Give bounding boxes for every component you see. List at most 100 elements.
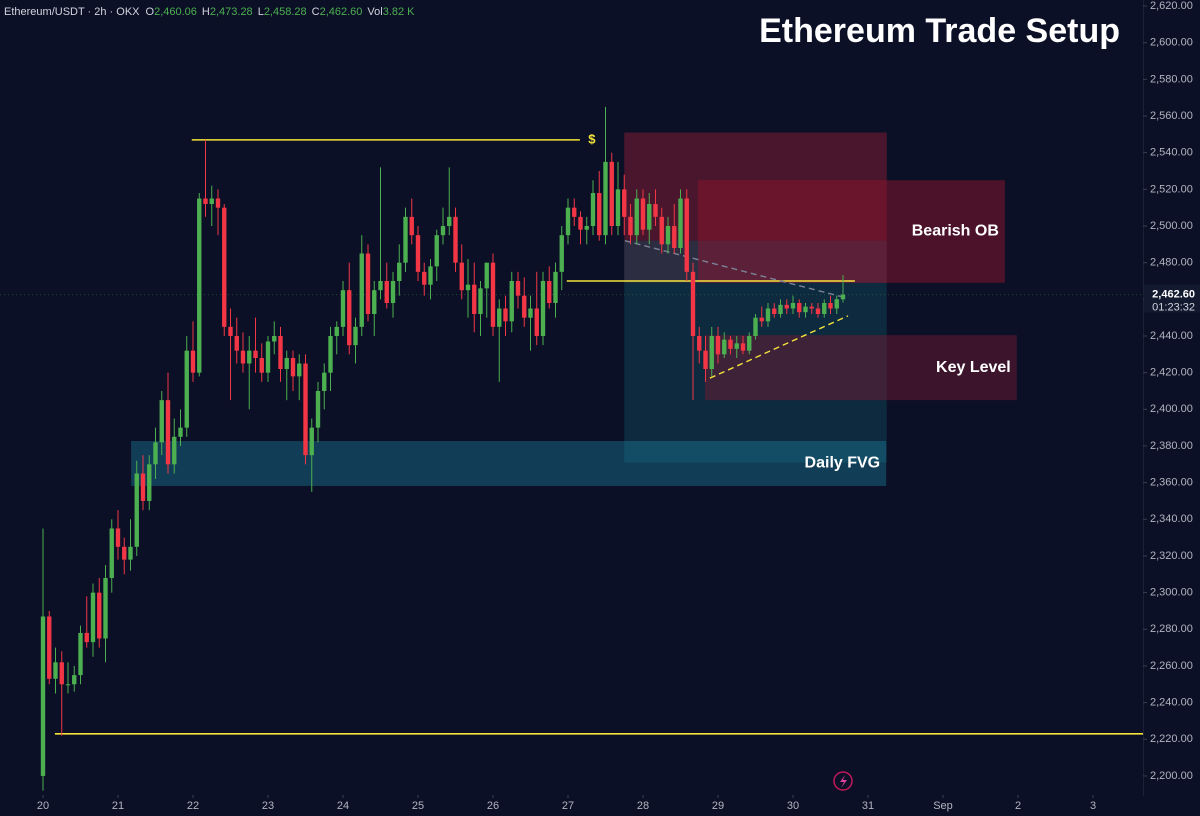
candle-body: [415, 235, 421, 272]
candle-body: [697, 336, 702, 351]
zone: [131, 441, 887, 486]
candle-body: [622, 189, 627, 217]
candle-body: [378, 281, 383, 291]
candle-body: [709, 336, 714, 369]
y-tick-label: 2,420.00: [1150, 367, 1193, 379]
candle-body: [184, 350, 189, 428]
y-tick-label: 2,560.00: [1150, 110, 1193, 122]
zone-label: Daily FVG: [805, 455, 881, 472]
trendline: [709, 315, 849, 379]
candle-body: [528, 308, 533, 318]
candle-body: [409, 216, 414, 236]
candle-body: [703, 350, 708, 369]
x-tick-label: Sep: [933, 800, 953, 812]
legend-value: 2,458.28: [264, 6, 307, 18]
legend-value: 3.82 K: [383, 6, 415, 18]
candle-body: [153, 442, 158, 465]
candle-body: [490, 262, 496, 327]
y-tick-label: 2,320.00: [1150, 550, 1193, 562]
candle-body: [797, 303, 802, 313]
x-tick-label: 25: [412, 800, 424, 812]
candle-body: [297, 363, 302, 377]
y-tick-label: 2,440.00: [1150, 330, 1193, 342]
y-tick-label: 2,240.00: [1150, 697, 1193, 709]
candle-body: [459, 262, 464, 291]
legend-value: 2,460.06: [154, 6, 197, 18]
candle-body: [397, 262, 402, 282]
candle-body: [384, 281, 389, 304]
candle-body: [503, 308, 508, 322]
candle-body: [328, 336, 333, 373]
candle-body: [228, 326, 233, 337]
candle-body: [140, 473, 146, 501]
candle-body: [722, 339, 727, 355]
candle-body: [828, 303, 833, 309]
candle-body: [390, 281, 396, 304]
candle-body: [453, 216, 458, 263]
candle-body: [265, 341, 271, 373]
legend-value: 2,473.28: [210, 6, 253, 18]
zone: [698, 180, 1005, 283]
legend-key: Vol: [367, 6, 382, 18]
candle-body: [78, 632, 83, 676]
candle-body: [372, 290, 377, 315]
candle-body: [40, 616, 46, 776]
candle-body: [615, 189, 621, 227]
candles: [40, 106, 846, 791]
candle-body: [128, 546, 133, 560]
candle-body: [640, 198, 646, 230]
candle-body: [365, 253, 371, 315]
icon-bolt: [840, 775, 847, 788]
candle-body: [259, 357, 264, 373]
candle-body: [690, 271, 696, 337]
candle-body: [609, 161, 614, 227]
candle-body: [784, 304, 789, 309]
candle-body: [334, 326, 339, 337]
candle-body: [628, 216, 633, 236]
candle-body: [322, 372, 327, 391]
y-tick-label: 2,480.00: [1150, 257, 1193, 269]
candle-body: [428, 266, 433, 285]
candle-body: [109, 528, 114, 578]
candle-body: [472, 284, 477, 315]
candle-body: [684, 198, 689, 272]
y-tick-label: 2,400.00: [1150, 403, 1193, 415]
axes: 2,200.00 2,220.00 2,240.00 2,260.00 2,280.00…: [37, 0, 1200, 812]
x-tick-label: 31: [862, 800, 874, 812]
candle-body: [134, 473, 139, 547]
y-tick-label: 2,500.00: [1150, 220, 1193, 232]
candle-body: [90, 592, 96, 643]
candle-body: [59, 662, 64, 685]
candle-body: [203, 198, 208, 205]
candle-body: [840, 294, 846, 300]
candle-body: [603, 161, 608, 236]
candle-body: [559, 235, 564, 272]
y-tick-label: 2,380.00: [1150, 440, 1193, 452]
candle-body: [97, 592, 102, 639]
level-label: $: [588, 131, 596, 146]
candle-body: [647, 204, 652, 230]
candle-body: [540, 281, 546, 337]
y-tick-label: 2,300.00: [1150, 587, 1193, 599]
candle-body: [584, 226, 589, 230]
candle-body: [209, 198, 214, 205]
candle-body: [403, 216, 408, 263]
candle-body: [447, 216, 452, 227]
candle-body: [147, 464, 152, 501]
legend-key: O: [146, 6, 155, 18]
zones: Bearish OB Key Level Daily FVG: [131, 132, 1017, 486]
y-tick-label: 2,620.00: [1150, 0, 1193, 12]
x-tick-label: 30: [787, 800, 799, 812]
x-tick-label: 3: [1090, 800, 1096, 812]
price-badge-value: 2,462.60: [1152, 288, 1195, 300]
candle-body: [122, 546, 127, 560]
replay-icon[interactable]: [833, 771, 853, 791]
candle-body: [478, 288, 483, 315]
candle-body: [484, 262, 489, 289]
y-tick-label: 2,280.00: [1150, 623, 1193, 635]
candle-body: [240, 350, 246, 364]
candle-body: [47, 616, 52, 679]
y-tick-label: 2,540.00: [1150, 147, 1193, 159]
candle-body: [740, 343, 746, 351]
